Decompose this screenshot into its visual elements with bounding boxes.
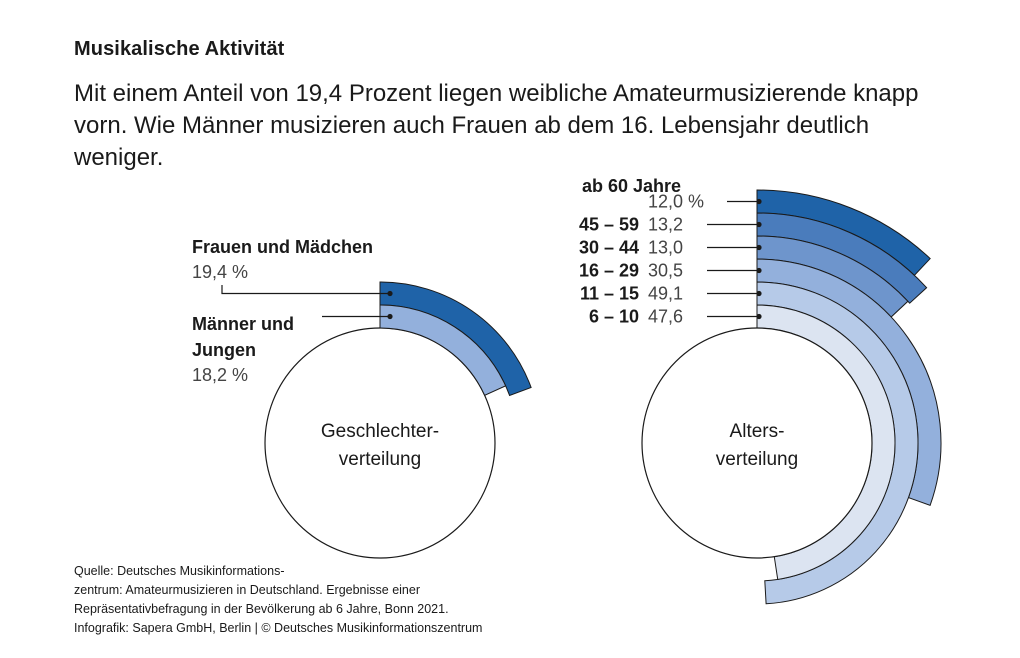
gender-center-circle [264,327,496,559]
source-line: Quelle: Deutsches Musikinformations- [74,564,285,578]
page-title: Musikalische Aktivität [74,38,285,60]
source-line: Infografik: Sapera GmbH, Berlin | © Deut… [74,621,483,635]
age-value-label: 13,0 [648,238,683,258]
age-value-label: 12,0 % [648,192,704,212]
source-line: zentrum: Amateurmusizieren in Deutschlan… [74,583,421,597]
gender-leader-dot [387,313,393,320]
age-header-label: ab 60 Jahre [582,176,681,196]
age-leader-dot [756,221,762,228]
gender-label: Männer und [192,314,294,334]
age-category-label: 30 – 44 [579,238,639,258]
page-subtitle: Mit einem Anteil von 19,4 Prozent liegen… [74,80,919,171]
gender-center-label: Geschlechter- [321,421,439,442]
source-note: Quelle: Deutsches Musikinformations- zen… [74,562,594,638]
gender-label: Jungen [192,340,256,360]
age-leader-dot [756,267,762,274]
age-leader-dot [756,244,762,251]
age-value-label: 47,6 [648,307,683,327]
age-leader-dot [756,290,762,297]
source-line: Repräsentativbefragung in der Bevölkerun… [74,602,449,616]
age-leader-dot [756,198,762,205]
age-center-label: verteilung [716,449,798,470]
age-center-label: Alters- [730,421,785,442]
gender-label: Frauen und Mädchen [192,237,373,257]
gender-leader-line [221,285,390,295]
age-value-label: 49,1 [648,284,683,304]
gender-center-label: verteilung [339,449,421,470]
age-value-label: 13,2 [648,215,683,235]
gender-leader-dot [387,290,393,297]
gender-value: 19,4 % [192,262,248,282]
age-value-label: 30,5 [648,261,683,281]
age-leader-dot [756,313,762,320]
gender-value: 18,2 % [192,365,248,385]
age-category-label: 6 – 10 [589,307,639,327]
age-category-label: 45 – 59 [579,215,639,235]
age-category-label: 16 – 29 [579,261,639,281]
gender-bar-1 [379,304,507,397]
age-category-label: 11 – 15 [580,284,639,304]
age-center-circle [641,327,873,559]
